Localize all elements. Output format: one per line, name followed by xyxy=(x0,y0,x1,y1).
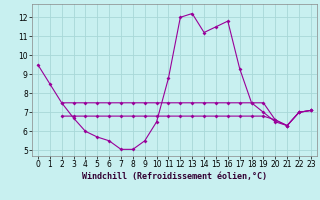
X-axis label: Windchill (Refroidissement éolien,°C): Windchill (Refroidissement éolien,°C) xyxy=(82,172,267,181)
